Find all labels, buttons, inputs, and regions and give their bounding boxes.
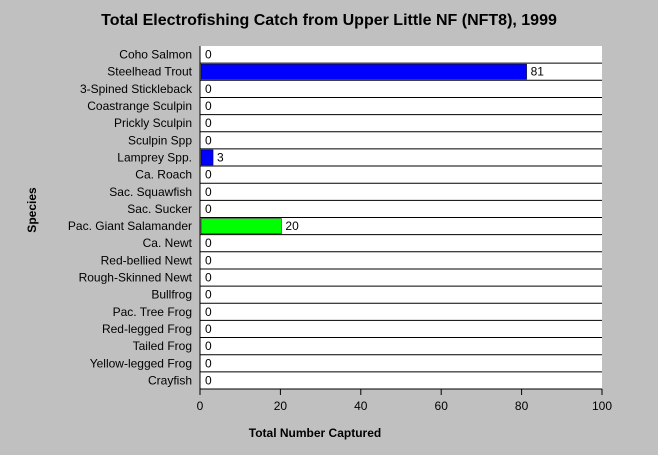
data-label: 0	[205, 133, 212, 147]
category-label: Pac. Tree Frog	[113, 305, 192, 319]
category-label: Sac. Sucker	[127, 202, 192, 216]
data-label: 81	[531, 65, 545, 79]
category-label: Ca. Newt	[143, 236, 193, 250]
category-label: Red-bellied Newt	[101, 253, 193, 267]
category-label: Coho Salmon	[119, 48, 192, 62]
x-tick-label: 0	[197, 399, 204, 413]
chart-title: Total Electrofishing Catch from Upper Li…	[101, 12, 557, 29]
data-label: 0	[205, 253, 212, 267]
data-label: 0	[205, 99, 212, 113]
x-tick-label: 100	[592, 399, 612, 413]
x-tick-label: 60	[435, 399, 449, 413]
category-label: Tailed Frog	[133, 339, 192, 353]
data-label: 0	[205, 116, 212, 130]
x-axis: 0 20 40 60 80 100	[197, 46, 612, 413]
category-label: Crayfish	[148, 373, 192, 387]
x-tick-label: 20	[274, 399, 288, 413]
x-tick-label: 80	[515, 399, 529, 413]
data-label: 0	[205, 288, 212, 302]
x-axis-title: Total Number Captured	[248, 426, 382, 440]
category-label: Steelhead Trout	[107, 65, 192, 79]
data-label: 20	[285, 219, 299, 233]
grid-lines	[200, 62, 602, 373]
data-label: 0	[205, 48, 212, 62]
data-label: 0	[205, 356, 212, 370]
category-label: Sculpin Spp	[128, 133, 192, 147]
data-label: 0	[205, 271, 212, 285]
category-label: Prickly Sculpin	[114, 116, 192, 130]
bar	[200, 63, 527, 80]
category-label: Red-legged Frog	[102, 322, 192, 336]
data-label: 0	[205, 82, 212, 96]
data-label: 0	[205, 236, 212, 250]
category-label: Ca. Roach	[135, 168, 192, 182]
category-label: Sac. Squawfish	[109, 185, 192, 199]
data-label: 0	[205, 305, 212, 319]
category-label: Yellow-legged Frog	[90, 356, 192, 370]
data-label: 0	[205, 339, 212, 353]
category-labels: Coho Salmon Steelhead Trout 3-Spined Stick…	[68, 48, 193, 388]
bar	[200, 218, 282, 234]
data-label: 0	[205, 202, 212, 216]
data-label: 0	[205, 373, 212, 387]
data-label: 3	[217, 150, 224, 164]
category-label: Rough-Skinned Newt	[79, 271, 193, 285]
data-label: 0	[205, 168, 212, 182]
bars	[200, 63, 527, 234]
data-label: 0	[205, 322, 212, 336]
category-label: Coastrange Sculpin	[87, 99, 192, 113]
x-tick-label: 40	[354, 399, 368, 413]
category-label: Bullfrog	[151, 288, 192, 302]
category-label: 3-Spined Stickleback	[80, 82, 193, 96]
category-label: Pac. Giant Salamander	[68, 219, 192, 233]
bar	[200, 149, 214, 166]
data-label: 0	[205, 185, 212, 199]
category-label: Lamprey Spp.	[117, 150, 192, 164]
